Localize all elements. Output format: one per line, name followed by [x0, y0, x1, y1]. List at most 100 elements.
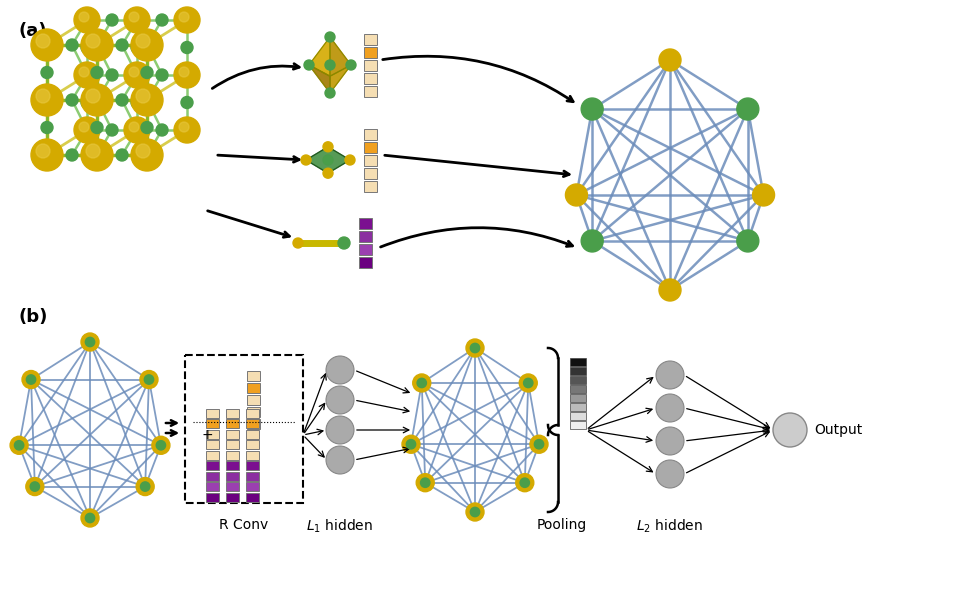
Circle shape	[179, 67, 189, 77]
Bar	[358, 218, 372, 229]
Circle shape	[136, 89, 150, 103]
Bar	[247, 395, 259, 405]
Bar	[245, 408, 259, 418]
Bar	[245, 440, 259, 449]
Circle shape	[86, 34, 100, 48]
Bar	[570, 421, 586, 429]
Circle shape	[129, 12, 139, 22]
Circle shape	[345, 155, 355, 165]
Circle shape	[326, 446, 354, 474]
Bar	[226, 440, 238, 449]
Circle shape	[152, 436, 170, 454]
Text: +: +	[201, 428, 212, 442]
Circle shape	[534, 440, 544, 449]
Polygon shape	[306, 147, 350, 173]
Circle shape	[26, 477, 44, 496]
Circle shape	[181, 97, 193, 109]
Circle shape	[79, 67, 89, 77]
Bar	[226, 471, 238, 480]
Circle shape	[140, 482, 150, 491]
Bar	[247, 419, 259, 429]
Circle shape	[466, 503, 484, 521]
Circle shape	[141, 67, 153, 78]
Text: Output: Output	[814, 423, 862, 437]
Circle shape	[116, 149, 128, 161]
Bar	[570, 358, 586, 366]
Circle shape	[141, 122, 153, 133]
Circle shape	[131, 41, 143, 54]
Circle shape	[129, 122, 139, 132]
Circle shape	[304, 60, 314, 70]
Bar	[247, 371, 259, 381]
Circle shape	[325, 32, 335, 42]
Circle shape	[656, 460, 684, 488]
Circle shape	[41, 122, 53, 133]
Bar	[245, 461, 259, 470]
Bar	[206, 461, 218, 470]
Circle shape	[301, 155, 311, 165]
Bar	[206, 482, 218, 491]
Circle shape	[131, 97, 143, 109]
Bar	[363, 168, 377, 179]
Circle shape	[91, 122, 103, 133]
Circle shape	[41, 67, 53, 78]
Circle shape	[81, 29, 113, 61]
Bar	[206, 471, 218, 480]
Bar	[206, 440, 218, 449]
Circle shape	[106, 124, 118, 136]
Circle shape	[737, 230, 759, 252]
Polygon shape	[309, 37, 330, 76]
Circle shape	[86, 144, 100, 158]
Circle shape	[156, 124, 168, 136]
Bar	[358, 231, 372, 242]
Circle shape	[407, 440, 416, 449]
Circle shape	[524, 378, 533, 388]
Bar	[363, 142, 377, 152]
Circle shape	[416, 474, 434, 491]
Bar	[206, 451, 218, 460]
Circle shape	[516, 474, 533, 491]
Circle shape	[581, 230, 604, 252]
Circle shape	[36, 144, 50, 158]
Circle shape	[326, 386, 354, 414]
Circle shape	[79, 12, 89, 22]
Bar	[247, 383, 259, 393]
Circle shape	[74, 62, 100, 88]
Circle shape	[79, 122, 89, 132]
Polygon shape	[330, 65, 351, 93]
Bar	[363, 47, 377, 57]
Text: $L_2$ hidden: $L_2$ hidden	[636, 518, 703, 535]
Circle shape	[11, 436, 28, 454]
Circle shape	[74, 117, 100, 143]
Circle shape	[174, 7, 200, 33]
Bar	[363, 86, 377, 97]
Bar	[226, 430, 238, 438]
Bar	[570, 412, 586, 420]
Circle shape	[323, 168, 333, 178]
Circle shape	[565, 184, 587, 206]
Bar	[226, 493, 238, 502]
Circle shape	[81, 139, 113, 171]
Circle shape	[581, 98, 604, 120]
Circle shape	[181, 41, 193, 54]
Circle shape	[413, 374, 431, 392]
Circle shape	[323, 155, 333, 165]
Circle shape	[174, 117, 200, 143]
Circle shape	[179, 122, 189, 132]
Text: R Conv: R Conv	[219, 518, 269, 532]
Circle shape	[66, 94, 78, 106]
Circle shape	[338, 237, 350, 249]
Text: (b): (b)	[18, 308, 47, 326]
FancyBboxPatch shape	[185, 355, 303, 503]
Circle shape	[737, 98, 759, 120]
Circle shape	[140, 371, 158, 389]
Bar	[363, 60, 377, 70]
Circle shape	[131, 84, 163, 116]
Bar	[226, 408, 238, 418]
Circle shape	[466, 339, 484, 357]
Circle shape	[773, 413, 807, 447]
Circle shape	[421, 478, 430, 487]
Circle shape	[66, 149, 78, 161]
Circle shape	[91, 67, 103, 78]
Bar	[206, 430, 218, 438]
